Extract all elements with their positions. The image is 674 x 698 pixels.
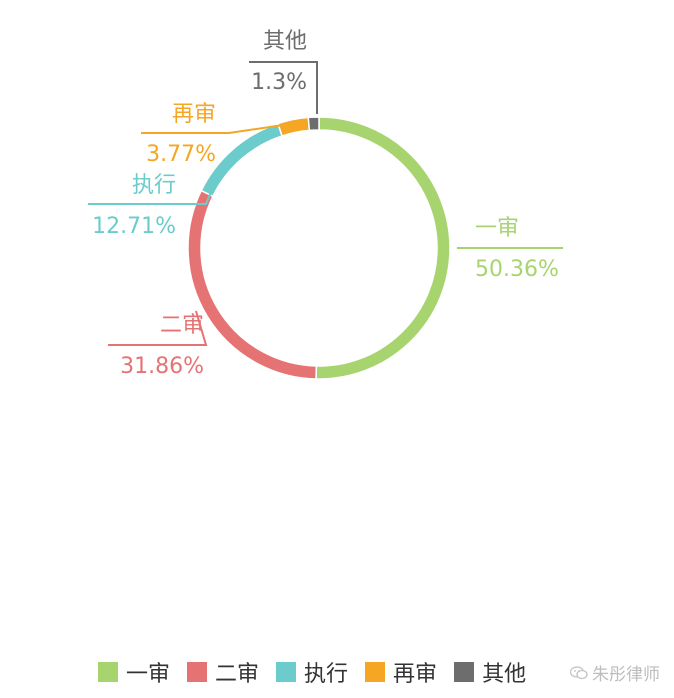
legend-label-3: 再审 [393,662,438,687]
legend: 一审 二审 执行 再审 其他 [98,656,543,688]
slice-4[interactable] [307,116,320,132]
legend-label-2: 执行 [304,662,349,687]
legend-item-2[interactable]: 执行 [276,656,348,688]
watermark-text: 朱彤律师 [592,665,660,685]
leader-line-3 [141,122,298,134]
watermark: 朱彤律师 [570,660,660,685]
slice-name-label-3: 再审 [172,102,216,127]
legend-swatch-2 [276,662,297,682]
slice-value-label-2: 12.71% [92,214,176,239]
slice-value-label-0: 50.36% [475,257,559,282]
slice-value-label-3: 3.77% [146,142,216,167]
legend-label-4: 其他 [482,662,527,687]
slice-name-label-0: 一审 [475,216,519,241]
legend-swatch-0 [98,662,118,682]
legend-swatch-4 [454,662,475,682]
slice-value-label-1: 31.86% [120,354,204,379]
slice-name-label-1: 二审 [160,313,204,338]
legend-item-4[interactable]: 其他 [454,656,526,688]
legend-swatch-1 [187,662,208,682]
slice-name-label-2: 执行 [132,173,176,198]
leader-line-1 [108,310,208,346]
legend-swatch-3 [365,662,386,682]
slice-1[interactable] [187,189,318,380]
slice-0[interactable] [315,116,451,380]
slice-value-label-4: 1.3% [251,70,307,95]
slice-3[interactable] [277,116,311,137]
legend-item-0[interactable]: 一审 [98,656,170,688]
slice-name-label-4: 其他 [263,29,307,54]
wechat-icon [570,665,588,679]
leader-line-4 [249,61,318,114]
legend-item-1[interactable]: 二审 [187,656,259,688]
leader-line-2 [88,174,219,205]
legend-item-3[interactable]: 再审 [365,656,437,688]
legend-label-1: 二审 [215,662,260,687]
legend-label-0: 一审 [126,662,171,687]
